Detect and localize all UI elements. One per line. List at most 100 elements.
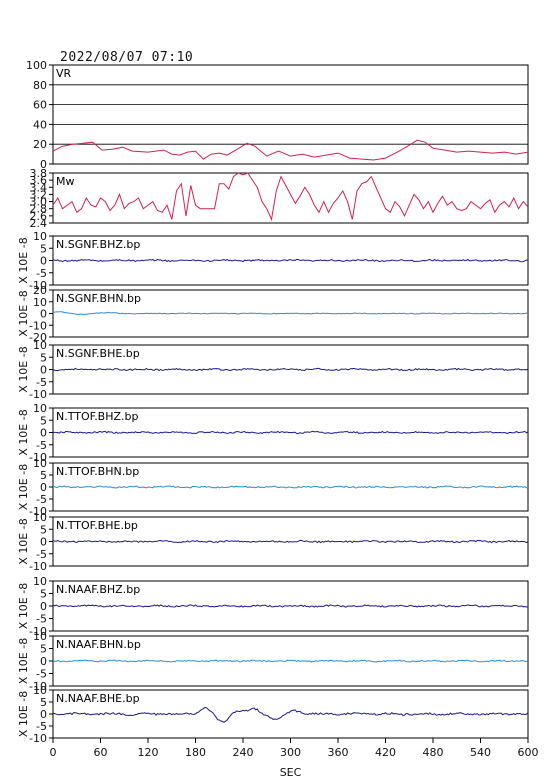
x-tick-label: 420 bbox=[375, 746, 396, 759]
y-tick-label: 0 bbox=[40, 364, 47, 377]
series-label: N.TTOF.BHE.bp bbox=[56, 519, 138, 532]
x-tick-label: 300 bbox=[280, 746, 301, 759]
x-tick-label: 600 bbox=[518, 746, 539, 759]
y-tick-label: -10 bbox=[29, 680, 47, 693]
series-line bbox=[52, 604, 529, 608]
panel-n-naaf-bhz-bp: X 10E -8 bbox=[17, 580, 529, 632]
y-tick-label: -10 bbox=[29, 451, 47, 464]
y-tick-label: 2.6 bbox=[30, 210, 48, 223]
x-tick-label: 540 bbox=[470, 746, 491, 759]
y-tick-label: 10 bbox=[33, 402, 47, 415]
y-tick-label: -10 bbox=[29, 505, 47, 518]
series-line bbox=[52, 367, 529, 372]
y-tick-label: 0 bbox=[40, 158, 47, 171]
panel-mw bbox=[49, 172, 529, 224]
series-label: N.SGNF.BHN.bp bbox=[56, 292, 141, 305]
y-tick-label: 3.4 bbox=[30, 181, 48, 194]
y-tick-label: 5 bbox=[40, 643, 47, 656]
y-tick-label: 2.8 bbox=[30, 203, 48, 216]
y-tick-label: -5 bbox=[36, 439, 47, 452]
y-tick-label: -10 bbox=[29, 560, 47, 573]
y-axis-label: X 10E -8 bbox=[17, 409, 30, 455]
series-label: N.NAAF.BHZ.bp bbox=[56, 583, 140, 596]
figure-title: 2022/08/07 07:10 bbox=[60, 50, 194, 65]
series-line bbox=[52, 539, 529, 544]
y-tick-label: 10 bbox=[33, 511, 47, 524]
y-axis-label: X 10E -8 bbox=[17, 638, 30, 684]
panel-frame bbox=[52, 64, 529, 165]
x-tick-label: 240 bbox=[233, 746, 254, 759]
y-tick-label: -20 bbox=[29, 331, 47, 344]
y-axis-label: X 10E -8 bbox=[17, 583, 30, 629]
series-line bbox=[52, 172, 529, 222]
series-label: N.TTOF.BHZ.bp bbox=[56, 410, 139, 423]
x-tick-label: 0 bbox=[50, 746, 57, 759]
series-line bbox=[52, 706, 529, 723]
y-tick-label: 0 bbox=[40, 536, 47, 549]
x-tick-label: 60 bbox=[94, 746, 108, 759]
y-tick-label: 0 bbox=[40, 308, 47, 321]
panel-n-sgnf-bhe-bp: X 10E -8 bbox=[17, 344, 529, 395]
y-tick-label: 10 bbox=[33, 230, 47, 243]
panel-frame bbox=[52, 172, 529, 224]
y-axis-label: X 10E -8 bbox=[17, 691, 30, 737]
series-line bbox=[52, 258, 529, 263]
y-tick-label: 5 bbox=[40, 696, 47, 709]
y-tick-label: 3.2 bbox=[30, 188, 48, 201]
series-label: N.SGNF.BHZ.bp bbox=[56, 238, 140, 251]
y-tick-label: 0 bbox=[40, 655, 47, 668]
y-tick-label: 20 bbox=[33, 284, 47, 297]
y-tick-label: 5 bbox=[40, 351, 47, 364]
y-tick-label: -5 bbox=[36, 493, 47, 506]
y-tick-label: -10 bbox=[29, 279, 47, 292]
y-tick-label: 40 bbox=[33, 118, 47, 131]
x-tick-label: 180 bbox=[185, 746, 206, 759]
series-line bbox=[52, 139, 529, 161]
series-line bbox=[52, 430, 529, 435]
y-axis-label: X 10E -8 bbox=[17, 290, 30, 336]
panel-n-ttof-bhn-bp: X 10E -8 bbox=[17, 462, 529, 512]
series-label: N.NAAF.BHE.bp bbox=[56, 692, 140, 705]
y-tick-label: 20 bbox=[33, 138, 47, 151]
panel-n-ttof-bhz-bp: X 10E -8 bbox=[17, 407, 529, 458]
y-tick-label: 10 bbox=[33, 296, 47, 309]
y-tick-label: -5 bbox=[36, 548, 47, 561]
y-tick-label: -5 bbox=[36, 376, 47, 389]
y-tick-label: 10 bbox=[33, 630, 47, 643]
y-tick-label: 5 bbox=[40, 242, 47, 255]
series-label: N.NAAF.BHN.bp bbox=[56, 638, 141, 651]
panel-vr bbox=[49, 64, 529, 165]
x-axis-label: SEC bbox=[280, 766, 302, 779]
y-tick-label: 10 bbox=[33, 339, 47, 352]
y-tick-label: 0 bbox=[40, 600, 47, 613]
y-axis-label: X 10E -8 bbox=[17, 464, 30, 510]
y-tick-label: 5 bbox=[40, 588, 47, 601]
y-tick-label: -5 bbox=[36, 720, 47, 733]
x-tick-label: 120 bbox=[138, 746, 159, 759]
series-line bbox=[53, 311, 529, 316]
y-tick-label: -5 bbox=[36, 613, 47, 626]
y-tick-label: 5 bbox=[40, 523, 47, 536]
y-tick-label: 3.0 bbox=[30, 196, 48, 209]
y-tick-label: -10 bbox=[29, 388, 47, 401]
y-tick-label: 3.6 bbox=[30, 174, 48, 187]
y-axis-label: X 10E -8 bbox=[17, 237, 30, 283]
y-tick-label: -5 bbox=[36, 668, 47, 681]
y-tick-label: 3.8 bbox=[30, 167, 48, 180]
y-tick-label: -5 bbox=[36, 267, 47, 280]
y-tick-label: 0 bbox=[40, 427, 47, 440]
series-label: Mw bbox=[56, 175, 75, 188]
y-tick-label: 10 bbox=[33, 684, 47, 697]
y-tick-label: 0 bbox=[40, 708, 47, 721]
y-tick-label: 2.4 bbox=[30, 217, 48, 230]
y-tick-label: -10 bbox=[29, 319, 47, 332]
panel-n-ttof-bhe-bp: X 10E -8 bbox=[17, 516, 529, 567]
y-tick-label: 60 bbox=[33, 99, 47, 112]
y-tick-label: 10 bbox=[33, 575, 47, 588]
series-label: VR bbox=[56, 67, 72, 80]
y-tick-label: 100 bbox=[26, 59, 47, 72]
y-tick-label: 0 bbox=[40, 255, 47, 268]
y-tick-label: -10 bbox=[29, 732, 47, 745]
panel-n-sgnf-bhn-bp: X 10E -8 bbox=[17, 289, 529, 338]
y-tick-label: 0 bbox=[40, 481, 47, 494]
